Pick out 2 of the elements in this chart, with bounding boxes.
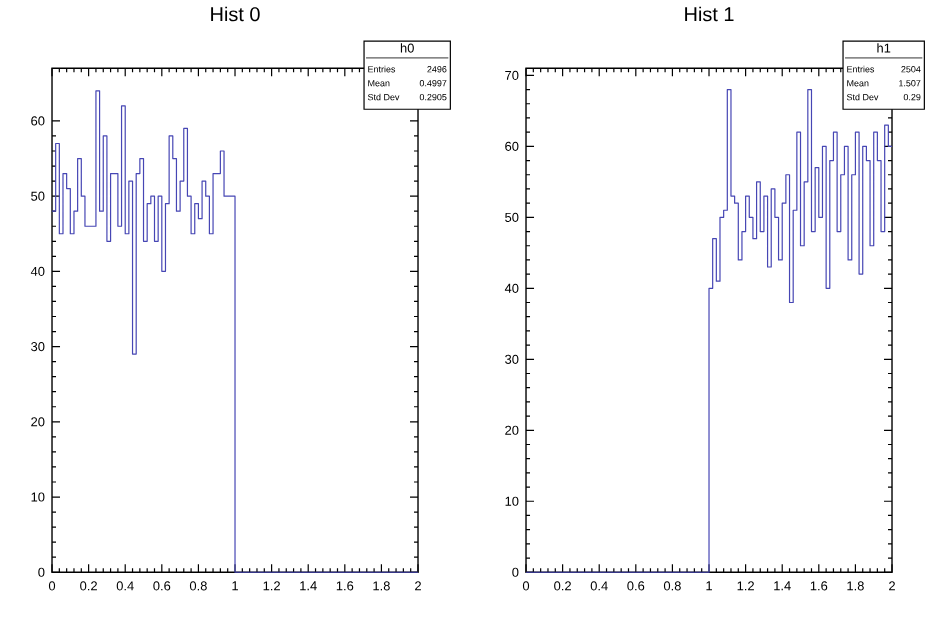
chart-title: Hist 1: [685, 6, 734, 22]
chart-title: Hist 0: [211, 6, 260, 22]
